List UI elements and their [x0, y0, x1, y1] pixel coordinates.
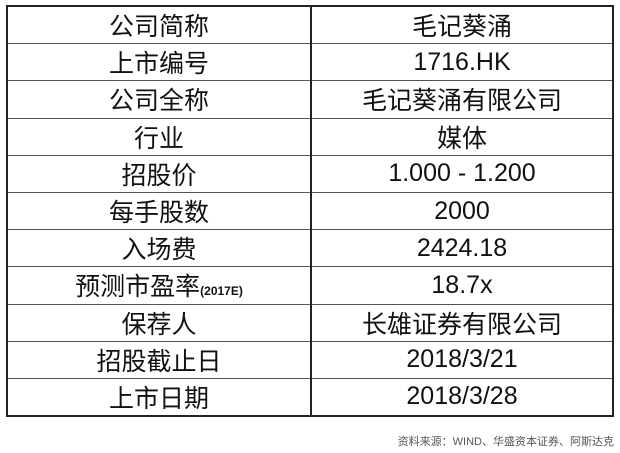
row-label-text: 公司简称 — [108, 12, 209, 42]
row-value: 18.7x — [310, 266, 614, 305]
row-label-text: 入场费 — [121, 235, 197, 265]
row-value: 2424.18 — [310, 229, 614, 268]
table-row: 入场费 2424.18 — [6, 229, 614, 268]
row-value: 1.000 - 1.200 — [310, 154, 614, 193]
row-label: 公司简称 — [6, 5, 312, 45]
row-label-suffix: (2017E) — [200, 284, 243, 299]
ipo-info-table: 公司简称 毛记葵涌上市编号 1716.HK 公司全称 毛记葵涌有限公司行业 媒体招股价 1.… — [6, 5, 614, 418]
row-value: 毛记葵涌有限公司 — [310, 80, 614, 119]
row-value: 2018/3/21 — [310, 340, 614, 379]
row-label: 上市日期 — [6, 377, 312, 417]
row-label: 上市编号 — [6, 43, 312, 82]
row-label: 招股截止日 — [6, 340, 312, 379]
row-label-text: 招股截止日 — [96, 346, 222, 376]
row-label-text: 招股价 — [121, 160, 197, 190]
row-label: 保荐人 — [6, 303, 312, 342]
row-value: 长雄证券有限公司 — [310, 303, 614, 342]
row-label-text: 每手股数 — [108, 198, 209, 228]
table-row: 招股价 1.000 - 1.200 — [6, 154, 614, 193]
table-row: 每手股数 2000 — [6, 191, 614, 231]
row-label: 每手股数 — [6, 191, 312, 231]
table-row: 上市编号 1716.HK — [6, 43, 614, 82]
row-label: 公司全称 — [6, 80, 312, 119]
row-value: 2000 — [310, 191, 614, 231]
row-label-text: 预测市盈率 — [75, 272, 201, 302]
table-row: 公司简称 毛记葵涌 — [6, 5, 614, 45]
row-label-text: 上市日期 — [108, 383, 209, 413]
row-label: 行业 — [6, 117, 312, 156]
table-row: 预测市盈率(2017E) 18.7x — [6, 266, 614, 305]
table-row: 上市日期 2018/3/28 — [6, 377, 614, 417]
table-row: 保荐人 长雄证券有限公司 — [6, 303, 614, 342]
row-label: 入场费 — [6, 229, 312, 268]
row-label: 招股价 — [6, 154, 312, 193]
row-value: 媒体 — [310, 117, 614, 156]
row-value: 2018/3/28 — [310, 377, 614, 417]
row-label: 预测市盈率(2017E) — [6, 266, 312, 305]
table-row: 招股截止日 2018/3/21 — [6, 340, 614, 379]
row-value: 毛记葵涌 — [310, 5, 614, 45]
source-note: 资料来源：WIND、华盛资本证券、阿斯达克 — [397, 436, 614, 448]
table-row: 行业 媒体 — [6, 117, 614, 156]
table-row: 公司全称 毛记葵涌有限公司 — [6, 80, 614, 119]
row-label-text: 上市编号 — [108, 49, 209, 79]
row-label-text: 公司全称 — [108, 86, 209, 116]
row-value: 1716.HK — [310, 43, 614, 82]
row-label-text: 行业 — [133, 123, 184, 153]
row-label-text: 保荐人 — [121, 309, 197, 339]
